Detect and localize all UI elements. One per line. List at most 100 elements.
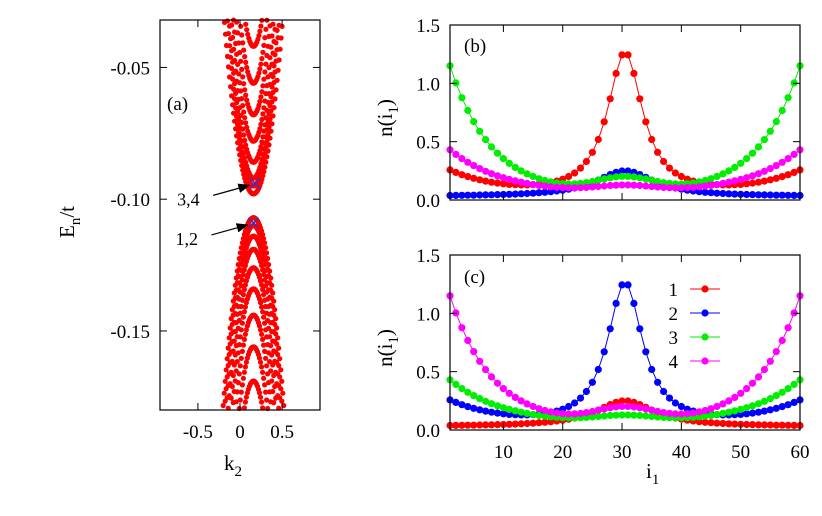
series-point (731, 420, 739, 428)
band-point (235, 380, 241, 386)
series-point (701, 188, 709, 196)
legend-point (701, 333, 709, 341)
series-point (660, 409, 668, 417)
band-point (280, 390, 286, 396)
series-point (476, 127, 484, 135)
y-tick-label: 1.0 (416, 304, 440, 325)
series-point (743, 174, 751, 182)
series-point (618, 181, 626, 189)
series-point (743, 420, 751, 429)
series-point (618, 411, 626, 419)
band-point (257, 278, 264, 284)
series-point (476, 176, 484, 184)
series-point (654, 407, 662, 416)
series-point (630, 411, 638, 419)
series-point (772, 348, 780, 356)
series-point (760, 366, 769, 374)
series-point (618, 397, 626, 405)
series-point (612, 411, 620, 419)
band-point (241, 132, 247, 138)
band-point (225, 30, 232, 37)
series-point (493, 409, 502, 417)
marker-cross (247, 217, 260, 229)
series-point (559, 410, 567, 418)
band-point (244, 64, 250, 71)
series-point (648, 406, 656, 414)
series-point (523, 189, 531, 198)
series-point (576, 184, 585, 192)
band-point (263, 61, 269, 67)
band-point (262, 297, 268, 303)
band-point (257, 327, 264, 333)
marker-arrow (211, 223, 249, 236)
series-point (547, 408, 555, 416)
series-point (677, 410, 686, 418)
band-point (229, 22, 235, 28)
series-point (612, 403, 620, 411)
band-point (234, 389, 240, 395)
band-point (269, 121, 275, 127)
series-point (529, 172, 537, 181)
band-point (257, 98, 263, 105)
series-point (624, 411, 632, 419)
series-point (778, 158, 786, 166)
band-point (258, 121, 264, 127)
series-point (565, 184, 573, 192)
band-point (238, 355, 244, 361)
series-point (772, 191, 780, 199)
band-point (257, 394, 264, 400)
series-point (695, 183, 703, 191)
series-point (671, 410, 680, 418)
series-point (636, 95, 644, 103)
band-point (256, 70, 262, 76)
band-point (265, 371, 271, 377)
legend-point (701, 285, 709, 293)
series-point (660, 183, 668, 191)
series-line (449, 295, 801, 415)
band-point (271, 372, 277, 379)
series-point (671, 184, 680, 192)
series-point (529, 189, 537, 197)
series-point (476, 165, 484, 173)
series-point (754, 408, 763, 416)
y-tick-label: -0.10 (110, 190, 150, 211)
legend-label: 3 (669, 328, 679, 349)
band-point (264, 310, 270, 316)
series-point (487, 178, 496, 186)
band-point (264, 83, 270, 89)
band-point (268, 128, 274, 134)
series-point (523, 419, 531, 428)
series-point (523, 170, 531, 178)
panel-a-label: (a) (167, 94, 188, 115)
band-point (239, 320, 245, 326)
band-point (239, 32, 245, 38)
panel-c-xlabel: i1 (646, 459, 659, 488)
series-point (719, 419, 727, 428)
series-point (725, 408, 733, 416)
series-point (784, 171, 792, 179)
band-point (238, 88, 244, 94)
band-point (258, 94, 264, 100)
band-point (240, 126, 246, 132)
y-tick-label: -0.15 (110, 322, 150, 343)
band-point (223, 367, 229, 373)
band-point (237, 80, 243, 86)
series-point (731, 163, 739, 171)
marker-label: 3,4 (177, 189, 200, 209)
band-point (257, 359, 264, 365)
series-point (766, 191, 774, 199)
series-point (701, 176, 709, 185)
band-point (275, 335, 281, 341)
series-point (778, 388, 786, 396)
series-point (458, 324, 466, 332)
band-point (237, 397, 243, 403)
panel-b-ylabel: n(i1) (373, 99, 402, 137)
band-point (261, 42, 267, 49)
y-tick-label: 0.0 (416, 191, 440, 212)
band-point (261, 292, 267, 298)
series-point (505, 405, 513, 413)
band-point (241, 369, 247, 375)
series-point (588, 378, 597, 386)
series-point (559, 184, 567, 192)
band-point (260, 134, 266, 140)
